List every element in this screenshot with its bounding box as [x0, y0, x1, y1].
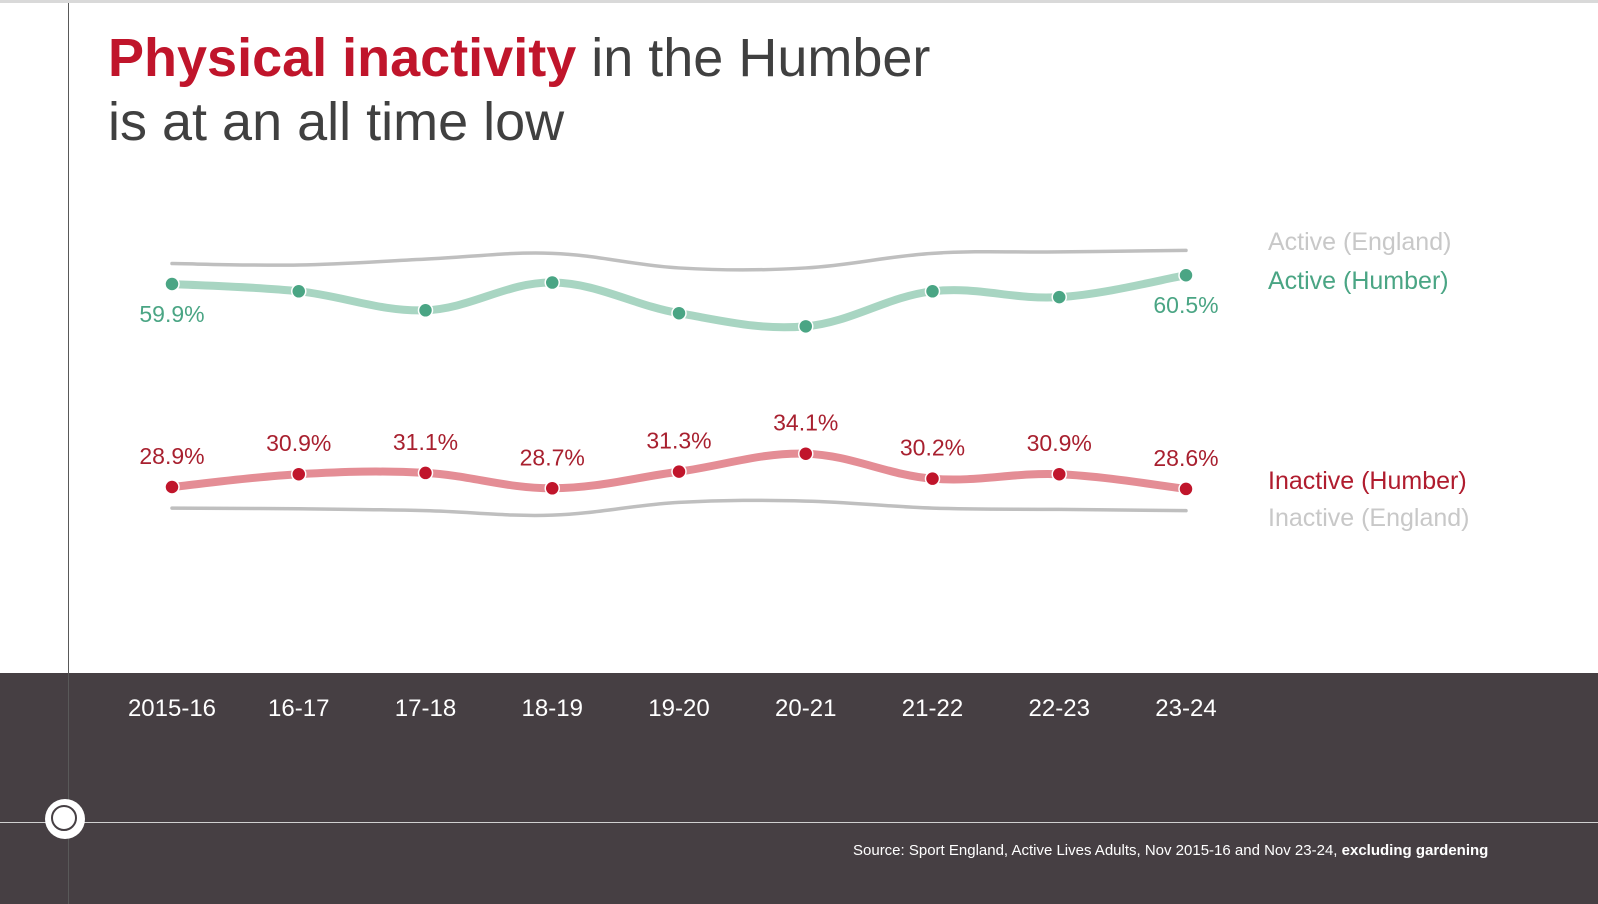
legend-inactive-humber: Inactive (Humber) — [1268, 467, 1467, 495]
x-tick-label: 19-20 — [648, 695, 709, 722]
data-point-active-humber — [544, 274, 560, 291]
data-point-active-humber — [671, 305, 687, 321]
x-tick-label: 17-18 — [395, 695, 456, 722]
legend-inactive-england: Inactive (England) — [1268, 504, 1470, 532]
data-point-active-humber — [1051, 289, 1067, 305]
legend-active-humber: Active (Humber) — [1268, 267, 1449, 295]
data-point-inactive-humber — [417, 465, 434, 481]
title-line2: is at an all time low — [108, 92, 565, 152]
title-highlight: Physical inactivity — [108, 28, 577, 88]
data-label-active-humber: 59.9% — [139, 301, 204, 327]
x-tick-label: 18-19 — [522, 695, 583, 722]
legend-active-england: Active (England) — [1268, 228, 1452, 256]
footer-divider — [0, 822, 1598, 823]
data-point-inactive-humber — [671, 463, 687, 480]
x-tick-label: 20-21 — [775, 695, 836, 722]
data-point-active-humber — [417, 302, 434, 319]
data-label-inactive-humber: 31.1% — [393, 429, 458, 455]
series-line-active-england — [170, 248, 1188, 272]
page-title: Physical inactivity in the Humber is at … — [108, 26, 1108, 154]
data-point-inactive-humber — [164, 479, 180, 495]
data-label-inactive-humber: 30.9% — [266, 430, 331, 456]
source-note: Source: Sport England, Active Lives Adul… — [853, 842, 1488, 859]
data-point-inactive-humber — [924, 470, 941, 487]
data-label-inactive-humber: 28.7% — [520, 444, 585, 470]
data-point-inactive-humber — [798, 445, 814, 462]
axis-band — [0, 673, 1598, 904]
data-point-active-humber — [164, 276, 180, 292]
data-label-inactive-humber: 30.2% — [900, 435, 965, 461]
x-tick-label: 22-23 — [1029, 695, 1090, 722]
data-label-active-humber: 60.5% — [1153, 292, 1218, 318]
data-label-inactive-humber: 31.3% — [646, 428, 711, 454]
data-label-inactive-humber: 34.1% — [773, 410, 838, 436]
data-point-active-humber — [924, 283, 941, 300]
x-tick-label: 16-17 — [268, 695, 329, 722]
data-point-inactive-humber — [544, 480, 560, 497]
series-line-inactive-england — [170, 498, 1188, 518]
data-point-inactive-humber — [1178, 481, 1194, 497]
data-point-inactive-humber — [1051, 466, 1067, 482]
top-border — [0, 0, 1598, 3]
navigation-circle-icon[interactable] — [45, 799, 85, 839]
left-guide-line — [68, 3, 69, 904]
source-text: Source: Sport England, Active Lives Adul… — [853, 842, 1342, 859]
x-tick-label: 23-24 — [1155, 695, 1216, 722]
data-label-inactive-humber: 30.9% — [1027, 430, 1092, 456]
data-label-inactive-humber: 28.6% — [1153, 445, 1218, 471]
x-tick-label: 2015-16 — [128, 695, 216, 722]
data-label-inactive-humber: 28.9% — [139, 443, 204, 469]
data-point-active-humber — [1178, 267, 1194, 283]
x-tick-label: 21-22 — [902, 695, 963, 722]
data-point-inactive-humber — [291, 466, 307, 482]
data-point-active-humber — [798, 318, 814, 335]
data-point-active-humber — [291, 283, 307, 300]
source-bold: excluding gardening — [1341, 842, 1489, 859]
title-rest: in the Humber — [576, 28, 931, 88]
